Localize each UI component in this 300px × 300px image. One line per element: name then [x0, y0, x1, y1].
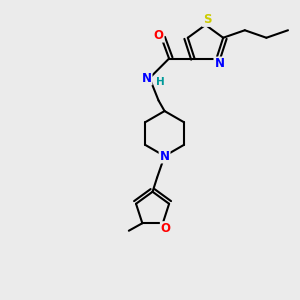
Text: S: S [203, 13, 211, 26]
Text: O: O [154, 28, 164, 42]
Text: N: N [142, 71, 152, 85]
Text: H: H [156, 76, 164, 87]
Text: O: O [161, 222, 171, 235]
Text: N: N [214, 57, 224, 70]
Text: N: N [160, 149, 170, 163]
